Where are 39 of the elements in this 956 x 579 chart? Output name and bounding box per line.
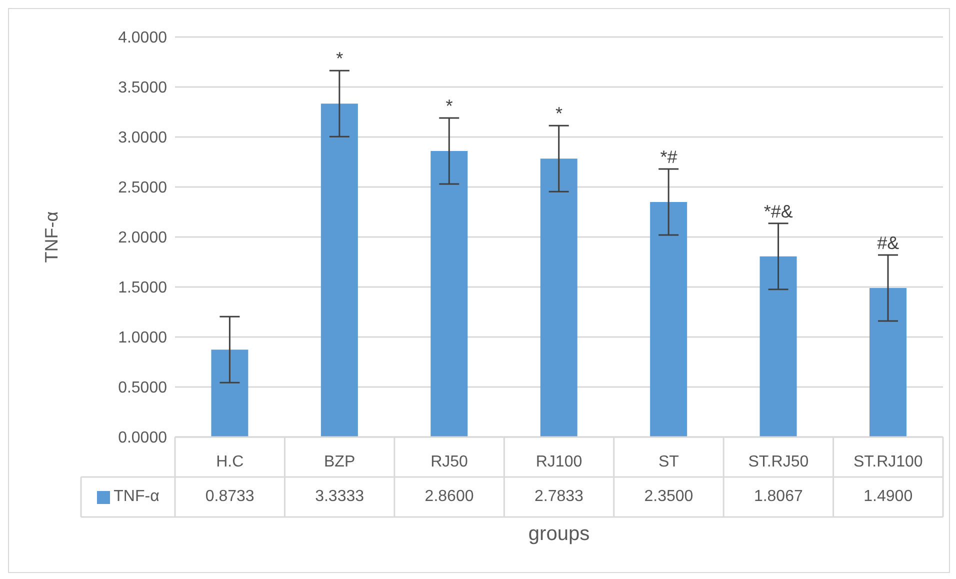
data-label: 1.4900	[862, 487, 914, 507]
data-label: 2.8600	[424, 487, 475, 507]
annotation: *	[446, 96, 453, 116]
annotation: *	[555, 104, 563, 124]
x-tick-label: H.C	[216, 453, 244, 470]
y-tick-label: 3.5000	[118, 80, 168, 97]
bar	[760, 256, 797, 437]
bar	[211, 350, 248, 437]
data-label: 0.8733	[204, 487, 256, 507]
y-tick-label: 2.0000	[118, 230, 168, 247]
x-tick-label: ST	[658, 453, 680, 470]
x-axis-title: groups	[527, 523, 591, 546]
bar	[320, 104, 358, 437]
annotation: *#	[660, 147, 678, 167]
data-label: 2.3500	[643, 487, 694, 507]
annotation: *	[336, 48, 344, 69]
data-label: 1.8067	[752, 487, 804, 507]
y-tick-label: 1.5000	[118, 280, 168, 297]
x-tick-label: ST.RJ100	[853, 453, 923, 470]
x-tick-label: RJ100	[536, 453, 582, 470]
bar	[650, 202, 688, 437]
y-tick-label: 0.5000	[118, 380, 168, 397]
y-tick-label: 3.0000	[118, 130, 168, 147]
x-tick-label: RJ50	[430, 453, 468, 470]
bar	[869, 288, 906, 437]
bar	[540, 158, 578, 437]
data-label: 2.7833	[534, 487, 584, 507]
x-tick-label: BZP	[324, 453, 356, 470]
y-axis-title: TNF-α	[41, 211, 62, 263]
data-label: 3.3333	[314, 487, 366, 507]
bar	[430, 151, 468, 437]
annotation: *#&	[764, 201, 793, 222]
y-tick-label: 2.5000	[118, 180, 168, 197]
y-tick-label: 1.0000	[118, 330, 168, 347]
x-tick-label: ST.RJ50	[748, 453, 809, 470]
annotation: #&	[877, 233, 900, 253]
y-tick-label: 4.0000	[118, 30, 168, 47]
y-tick-label: 0.0000	[118, 430, 168, 447]
legend-label: TNF-α	[114, 488, 160, 506]
